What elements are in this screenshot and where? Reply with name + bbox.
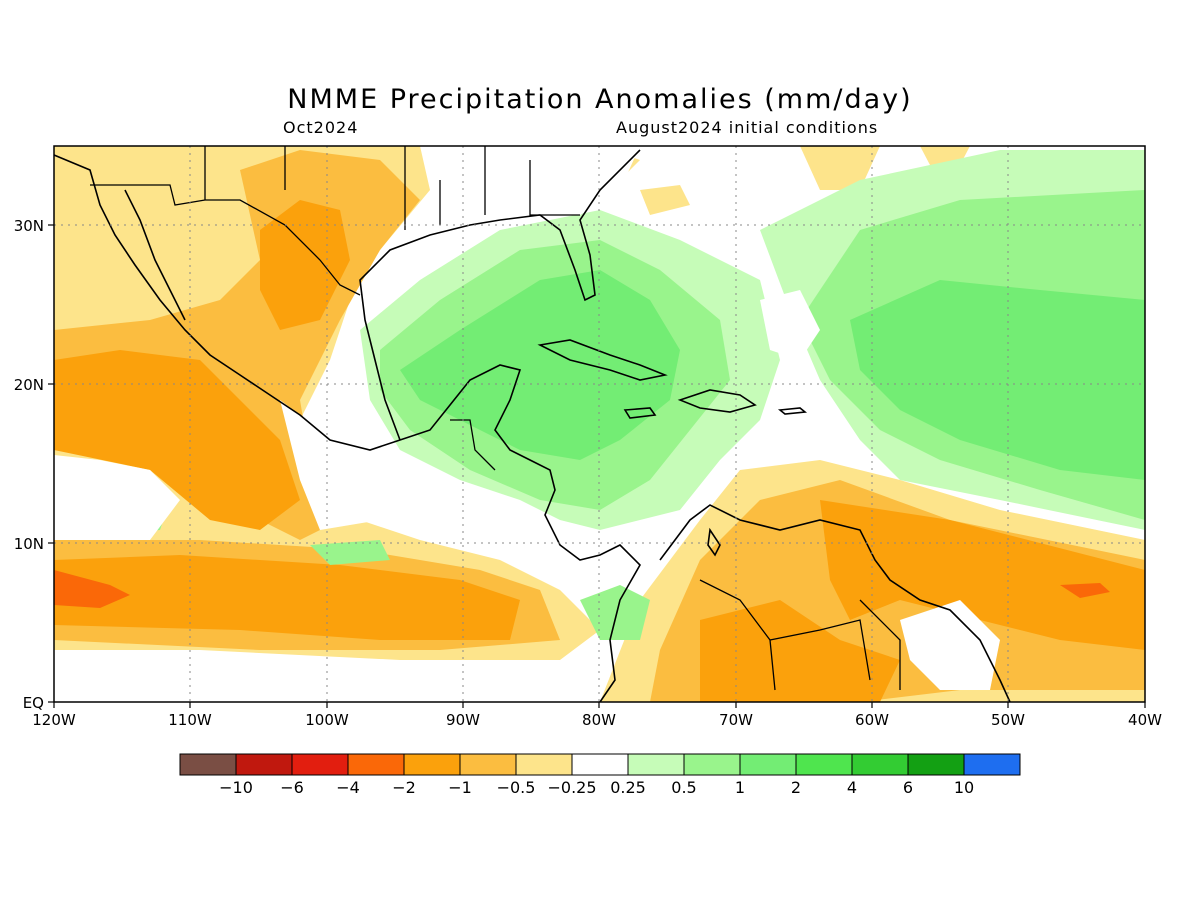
legend-color-box (627, 753, 685, 776)
lon-tick-label: 90W (446, 711, 480, 729)
lon-tick-label: 120W (32, 711, 76, 729)
legend-color-box (851, 753, 909, 776)
legend-color-box (459, 753, 517, 776)
lat-tick-label: EQ (23, 694, 44, 712)
lon-tick-label: 100W (305, 711, 349, 729)
lat-tick-label: 20N (14, 376, 44, 394)
legend-color-box (347, 753, 405, 776)
lon-tick-label: 60W (855, 711, 889, 729)
legend-label: −2 (392, 778, 416, 797)
legend-label: −0.5 (497, 778, 536, 797)
legend-label: 0.25 (610, 778, 646, 797)
neutral-regions (54, 146, 1000, 690)
legend-color-box (683, 753, 741, 776)
gridlines (54, 146, 1145, 702)
legend-color-box (515, 753, 573, 776)
legend-color-box (291, 753, 349, 776)
legend-color-box (403, 753, 461, 776)
legend-color-box (795, 753, 853, 776)
lon-tick-label: 110W (168, 711, 212, 729)
lon-tick-label: 80W (582, 711, 616, 729)
legend-label: −4 (336, 778, 360, 797)
lon-tick-label: 70W (719, 711, 753, 729)
color-legend-boxes (179, 753, 1021, 776)
tick-marks (48, 224, 1146, 708)
legend-color-box (963, 753, 1021, 776)
legend-label: 0.5 (671, 778, 696, 797)
legend-color-box (907, 753, 965, 776)
wet-anomaly-regions (90, 150, 1145, 640)
legend-label: 2 (791, 778, 801, 797)
legend-label: 4 (847, 778, 857, 797)
legend-label: −1 (448, 778, 472, 797)
map-title: NMME Precipitation Anomalies (mm/day) (287, 84, 913, 115)
legend-label: 1 (735, 778, 745, 797)
lon-tick-label: 50W (991, 711, 1025, 729)
coastlines (54, 149, 1011, 702)
lat-tick-label: 10N (14, 535, 44, 553)
valid-month-label: Oct2024 (283, 118, 359, 137)
legend-label: −0.25 (547, 778, 596, 797)
country-borders (90, 146, 901, 691)
legend-label: −6 (280, 778, 304, 797)
lat-tick-label: 30N (14, 217, 44, 235)
legend-color-box (739, 753, 797, 776)
lon-tick-label: 40W (1128, 711, 1162, 729)
legend-color-box (571, 753, 629, 776)
legend-label: 10 (954, 778, 974, 797)
legend-label: −10 (219, 778, 253, 797)
initial-conditions-label: August2024 initial conditions (616, 118, 879, 137)
legend-color-box (179, 753, 237, 776)
legend-label: 6 (903, 778, 913, 797)
legend-color-box (235, 753, 293, 776)
